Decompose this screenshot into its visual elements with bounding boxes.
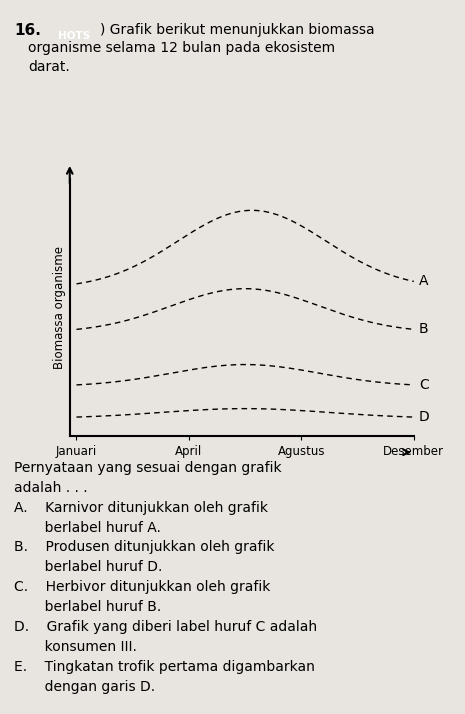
Text: C.    Herbivor ditunjukkan oleh grafik: C. Herbivor ditunjukkan oleh grafik bbox=[14, 580, 270, 595]
Text: ) Grafik berikut menunjukkan biomassa: ) Grafik berikut menunjukkan biomassa bbox=[100, 23, 375, 37]
Text: D.    Grafik yang diberi label huruf C adalah: D. Grafik yang diberi label huruf C adal… bbox=[14, 620, 317, 635]
Text: D: D bbox=[419, 410, 430, 424]
Text: berlabel huruf B.: berlabel huruf B. bbox=[14, 600, 161, 615]
Text: adalah . . .: adalah . . . bbox=[14, 481, 87, 495]
Text: A: A bbox=[419, 274, 428, 288]
Text: A.    Karnivor ditunjukkan oleh grafik: A. Karnivor ditunjukkan oleh grafik bbox=[14, 501, 268, 515]
Text: E.    Tingkatan trofik pertama digambarkan: E. Tingkatan trofik pertama digambarkan bbox=[14, 660, 315, 675]
Text: C: C bbox=[419, 378, 429, 392]
Text: B.    Produsen ditunjukkan oleh grafik: B. Produsen ditunjukkan oleh grafik bbox=[14, 540, 274, 555]
Text: darat.: darat. bbox=[28, 60, 70, 74]
Text: 16.: 16. bbox=[14, 23, 41, 38]
Text: Pernyataan yang sesuai dengan grafik: Pernyataan yang sesuai dengan grafik bbox=[14, 461, 282, 475]
Text: dengan garis D.: dengan garis D. bbox=[14, 680, 155, 695]
Text: organisme selama 12 bulan pada ekosistem: organisme selama 12 bulan pada ekosistem bbox=[28, 41, 335, 56]
Text: B: B bbox=[419, 323, 429, 336]
Y-axis label: Biomassa organisme: Biomassa organisme bbox=[53, 246, 66, 368]
Text: berlabel huruf D.: berlabel huruf D. bbox=[14, 560, 162, 575]
Text: konsumen III.: konsumen III. bbox=[14, 640, 137, 655]
Text: HOTS: HOTS bbox=[58, 31, 91, 41]
Text: berlabel huruf A.: berlabel huruf A. bbox=[14, 521, 161, 535]
